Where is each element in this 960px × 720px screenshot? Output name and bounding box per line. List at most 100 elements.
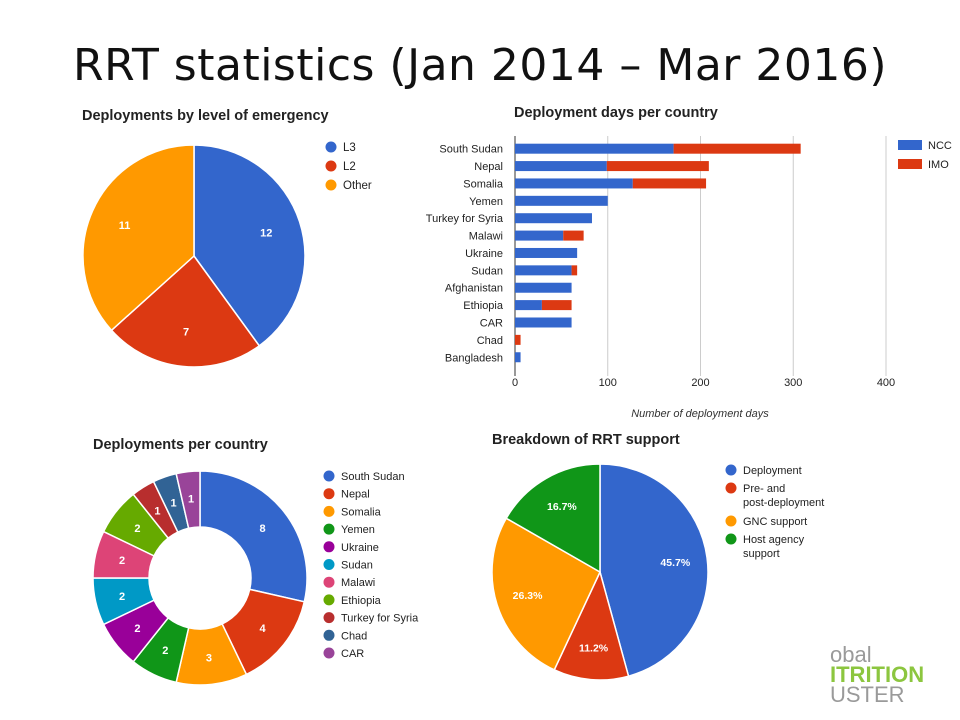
category-label-turkey-for-syria: Turkey for Syria (426, 213, 504, 225)
x-tick-300: 300 (784, 377, 802, 389)
category-label-sudan: Sudan (471, 265, 503, 277)
slice-label-pre-and-post-deployment: 11.2% (579, 643, 609, 655)
x-axis-label: Number of deployment days (631, 408, 769, 420)
slice-chad (152, 472, 190, 534)
slice-malawi (92, 530, 156, 579)
global-nutrition-cluster-logo: obal ITRITION USTER (830, 642, 924, 707)
slice-gnc-support (491, 517, 601, 671)
bar-ncc-yemen (515, 195, 608, 206)
legend-marker-ethiopia (323, 594, 335, 606)
slice-ethiopia (102, 493, 170, 557)
category-label-south-sudan: South Sudan (439, 144, 503, 156)
slice-label-ukraine: 2 (134, 623, 140, 635)
legend-marker-somalia (323, 505, 335, 517)
legend-marker-nepal (323, 488, 335, 500)
slice-car (175, 470, 201, 530)
legend-label-host-agency-support: Host agency support (743, 534, 805, 560)
legend-label-turkey-for-syria: Turkey for Syria (341, 613, 419, 625)
slice-label-malawi: 2 (119, 555, 125, 567)
category-label-yemen: Yemen (469, 196, 503, 208)
slice-label-chad: 1 (171, 497, 177, 509)
legend-label-malawi: Malawi (341, 577, 375, 589)
bar-imo-nepal (606, 161, 709, 172)
legend-label-ethiopia: Ethiopia (341, 595, 382, 607)
bar-ncc-somalia (515, 178, 633, 189)
slice-label-l2: 7 (183, 327, 189, 339)
bar-imo-chad (515, 334, 521, 345)
slice-l3 (193, 144, 306, 347)
legend-marker-ukraine (323, 541, 335, 553)
legend-label-l3: L3 (343, 142, 356, 154)
legend-label-somalia: Somalia (341, 506, 382, 518)
x-tick-400: 400 (877, 377, 895, 389)
legend-label-pre-and-post-deployment: Pre- and post-deployment (743, 483, 824, 509)
legend-marker-car (323, 647, 335, 659)
category-label-somalia: Somalia (463, 178, 504, 190)
emergency-pie-title: Deployments by level of emergency (82, 108, 329, 124)
legend-label-ukraine: Ukraine (341, 542, 379, 554)
category-label-nepal: Nepal (474, 161, 503, 173)
legend-label-ncc: NCC (928, 140, 952, 152)
slice-label-deployment: 45.7% (660, 557, 690, 569)
legend-label-other: Other (343, 180, 372, 192)
legend-label-imo: IMO (928, 159, 949, 171)
logo-line2: ITRITION (830, 662, 924, 687)
bar-ncc-car (515, 317, 572, 328)
bar-ncc-nepal (515, 161, 607, 172)
legend-marker-other (325, 179, 337, 191)
slice-label-somalia: 3 (206, 652, 212, 664)
legend-label-deployment: Deployment (743, 465, 802, 477)
support-pie-title: Breakdown of RRT support (492, 432, 680, 448)
legend-label-gnc-support: GNC support (743, 516, 807, 528)
slice-l2 (110, 254, 261, 368)
slice-turkey-for-syria (132, 480, 179, 540)
legend-marker-south-sudan (323, 470, 335, 482)
bar-ncc-south-sudan (515, 143, 674, 154)
slice-label-car: 1 (188, 494, 194, 506)
bar-ncc-ethiopia (515, 300, 542, 311)
slice-nepal (221, 588, 306, 676)
legend-label-l2: L2 (343, 161, 356, 173)
slice-south-sudan (199, 470, 308, 603)
x-tick-0: 0 (512, 377, 518, 389)
slice-label-l3: 12 (260, 228, 272, 240)
category-label-ethiopia: Ethiopia (463, 300, 504, 312)
legend-marker-l3 (325, 141, 337, 153)
logo-line1: obal (830, 642, 872, 667)
legend-marker-yemen (323, 523, 335, 535)
slice-ukraine (102, 599, 170, 663)
category-label-afghanistan: Afghanistan (445, 283, 503, 295)
bar-ncc-bangladesh (515, 352, 521, 363)
slice-label-gnc-support: 26.3% (513, 590, 543, 602)
slice-host-agency-support (505, 463, 601, 574)
slice-sudan (92, 577, 156, 626)
page-title: RRT statistics (Jan 2014 – Mar 2016) (73, 40, 887, 91)
slice-label-host-agency-support: 16.7% (547, 501, 577, 513)
slice-label-nepal: 4 (259, 623, 266, 635)
bar-imo-malawi (563, 230, 584, 241)
logo-line3: USTER (830, 682, 905, 707)
category-label-malawi: Malawi (469, 231, 503, 243)
legend-marker-sudan (323, 559, 335, 570)
legend-marker-deployment (725, 464, 737, 476)
legend-label-nepal: Nepal (341, 489, 370, 501)
legend-marker-gnc-support (725, 515, 737, 527)
slice-pre-and-post-deployment (553, 569, 630, 681)
category-label-chad: Chad (477, 335, 503, 347)
legend-marker-host-agency-support (725, 533, 737, 545)
bar-imo-somalia (632, 178, 707, 189)
slice-somalia (175, 622, 248, 686)
legend-marker-chad (323, 629, 335, 641)
x-tick-200: 200 (691, 377, 709, 389)
slice-label-turkey-for-syria: 1 (154, 505, 160, 517)
legend-label-chad: Chad (341, 630, 367, 642)
donut-title: Deployments per country (93, 437, 268, 453)
slice-deployment (599, 463, 709, 678)
legend-marker-l2 (325, 160, 337, 172)
bar-imo-sudan (571, 265, 578, 276)
category-label-ukraine: Ukraine (465, 248, 503, 260)
bar-chart-title: Deployment days per country (514, 105, 718, 121)
slice-label-other: 11 (119, 220, 131, 232)
legend-marker-imo (898, 159, 922, 169)
legend-marker-turkey-for-syria (323, 612, 335, 624)
